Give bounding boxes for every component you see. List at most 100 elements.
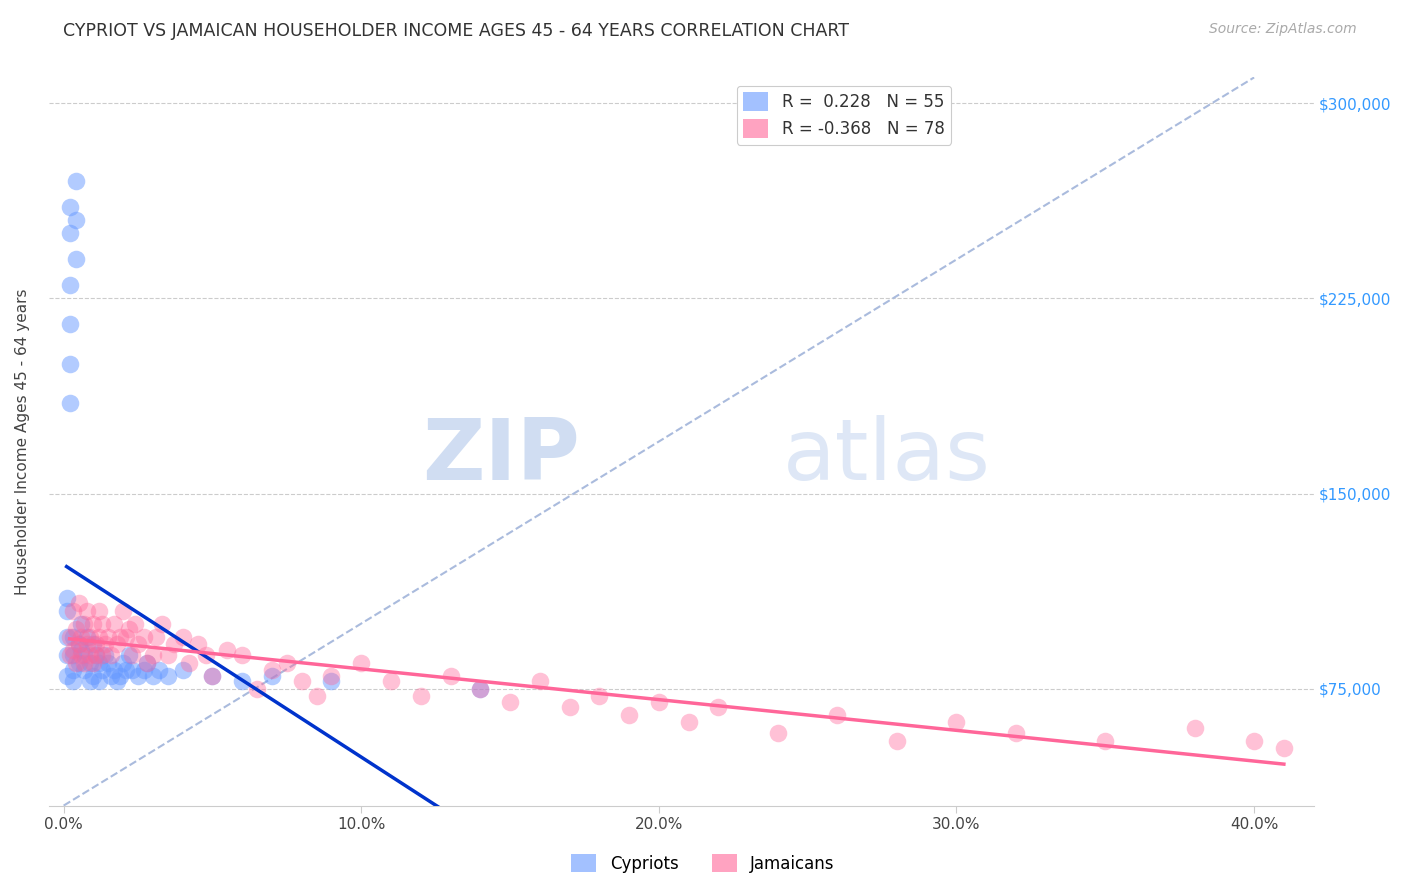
Point: [58, 227, 80, 241]
Point: [108, 668, 131, 682]
Point: [321, 673, 343, 688]
Point: [1243, 733, 1265, 747]
Point: [121, 664, 143, 678]
Point: [276, 656, 298, 670]
Point: [156, 648, 179, 662]
Point: [86, 648, 108, 662]
Point: [76, 630, 98, 644]
Point: [136, 656, 159, 670]
Point: [73, 656, 96, 670]
Point: [132, 630, 155, 644]
Point: [1272, 741, 1295, 756]
Point: [55, 591, 77, 605]
Point: [648, 695, 671, 709]
Point: [945, 715, 967, 730]
Point: [148, 664, 170, 678]
Point: [76, 637, 98, 651]
Point: [55, 648, 77, 662]
Point: [195, 648, 218, 662]
Point: [58, 648, 80, 662]
Point: [305, 690, 328, 704]
Point: [79, 656, 101, 670]
Point: [588, 690, 610, 704]
Point: [58, 357, 80, 371]
Point: [70, 642, 93, 657]
Text: Source: ZipAtlas.com: Source: ZipAtlas.com: [1209, 22, 1357, 37]
Point: [70, 616, 93, 631]
Point: [58, 395, 80, 409]
Point: [470, 681, 492, 696]
Legend: R =  0.228   N = 55, R = -0.368   N = 78: R = 0.228 N = 55, R = -0.368 N = 78: [737, 86, 950, 145]
Point: [118, 622, 141, 636]
Point: [55, 630, 77, 644]
Point: [201, 668, 224, 682]
Point: [886, 733, 908, 747]
Point: [231, 648, 253, 662]
Point: [470, 681, 492, 696]
Point: [124, 616, 146, 631]
Point: [65, 174, 87, 188]
Point: [91, 648, 114, 662]
Point: [177, 656, 200, 670]
Point: [55, 668, 77, 682]
Point: [65, 622, 87, 636]
Point: [201, 668, 224, 682]
Point: [58, 318, 80, 332]
Point: [79, 673, 101, 688]
Point: [62, 673, 84, 688]
Point: [67, 637, 90, 651]
Point: [1005, 726, 1028, 740]
Point: [163, 637, 186, 651]
Point: [499, 695, 522, 709]
Point: [94, 648, 117, 662]
Point: [91, 664, 114, 678]
Point: [89, 656, 111, 670]
Y-axis label: Householder Income Ages 45 - 64 years: Householder Income Ages 45 - 64 years: [15, 288, 30, 595]
Point: [86, 637, 108, 651]
Point: [231, 673, 253, 688]
Point: [121, 648, 143, 662]
Point: [529, 673, 551, 688]
Point: [86, 648, 108, 662]
Point: [142, 668, 165, 682]
Point: [82, 616, 104, 631]
Point: [79, 648, 101, 662]
Point: [187, 637, 209, 651]
Point: [105, 673, 128, 688]
Point: [67, 596, 90, 610]
Point: [55, 603, 77, 617]
Point: [172, 630, 194, 644]
Point: [65, 252, 87, 267]
Point: [89, 673, 111, 688]
Point: [291, 673, 314, 688]
Point: [58, 630, 80, 644]
Point: [70, 630, 93, 644]
Point: [58, 201, 80, 215]
Text: ZIP: ZIP: [422, 415, 581, 498]
Point: [172, 664, 194, 678]
Point: [76, 603, 98, 617]
Point: [115, 664, 138, 678]
Point: [136, 656, 159, 670]
Point: [103, 664, 125, 678]
Point: [100, 648, 122, 662]
Point: [62, 648, 84, 662]
Point: [94, 637, 117, 651]
Point: [100, 668, 122, 682]
Point: [67, 637, 90, 651]
Point: [127, 668, 149, 682]
Point: [145, 630, 167, 644]
Point: [827, 707, 849, 722]
Point: [558, 699, 581, 714]
Point: [439, 668, 461, 682]
Legend: Cypriots, Jamaicans: Cypriots, Jamaicans: [565, 847, 841, 880]
Point: [156, 668, 179, 682]
Point: [321, 668, 343, 682]
Point: [1184, 721, 1206, 735]
Point: [112, 603, 135, 617]
Point: [1094, 733, 1116, 747]
Point: [73, 616, 96, 631]
Point: [217, 642, 239, 657]
Point: [678, 715, 700, 730]
Point: [82, 656, 104, 670]
